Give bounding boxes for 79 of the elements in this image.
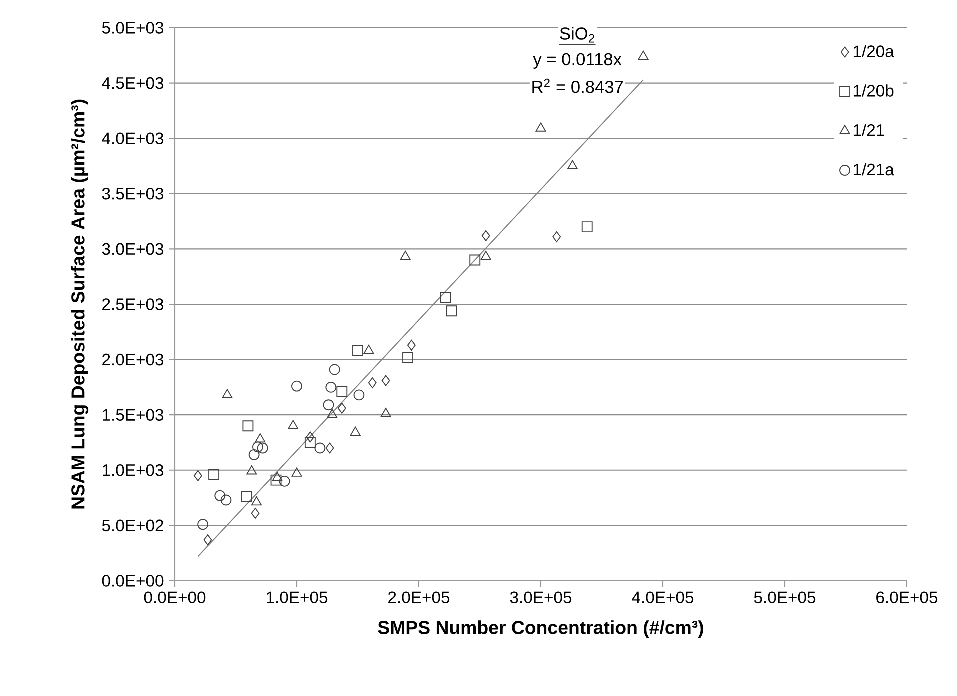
legend-label: 1/20b [854, 84, 894, 97]
y-axis-title: NSAM Lung Deposited Surface Area (µm²/cm³) [71, 100, 89, 509]
point [272, 472, 283, 482]
point [242, 491, 252, 502]
point [194, 470, 202, 482]
point [352, 345, 364, 356]
point [326, 382, 337, 393]
point [552, 232, 562, 242]
y-tick-label: 2.5E+03 [102, 298, 164, 310]
point [326, 442, 334, 454]
x-tick-label: 6.0E+05 [876, 592, 938, 604]
y-tick-label: 4.5E+03 [102, 77, 164, 90]
point [482, 230, 490, 242]
annotation: SiO$_{2}$ [560, 27, 594, 43]
x-tick-label: 1.0E+05 [267, 592, 328, 604]
point [380, 408, 392, 418]
annotation: R$^{2}$ = 0.8437 [532, 78, 624, 94]
point [368, 378, 377, 388]
x-tick-label: 0.0E+00 [144, 592, 206, 604]
point [446, 306, 458, 317]
point [638, 50, 649, 60]
point [314, 442, 326, 454]
point [327, 409, 338, 418]
point [242, 420, 254, 432]
point [582, 222, 593, 233]
point [220, 494, 232, 506]
point [204, 534, 212, 546]
x-tick-label: 4.0E+05 [632, 592, 694, 604]
point [306, 432, 315, 443]
legend-label: 1/20a [854, 45, 894, 58]
point [364, 344, 374, 354]
point [252, 442, 264, 453]
point [288, 420, 299, 430]
point [248, 449, 260, 460]
point [208, 469, 220, 480]
x-tick-label: 2.0E+05 [388, 592, 450, 604]
legend-label: 1/21a [854, 163, 894, 176]
y-tick-label: 3.0E+03 [102, 243, 164, 256]
point [279, 476, 290, 487]
x-tick-label: 3.0E+05 [510, 592, 572, 604]
point [270, 474, 282, 486]
point [323, 400, 334, 411]
point [407, 340, 416, 351]
point [338, 402, 346, 414]
annotation: y = 0.0118x [533, 53, 622, 70]
point [246, 466, 258, 475]
point [255, 433, 266, 443]
point [222, 389, 233, 398]
point [382, 375, 390, 386]
point [304, 437, 316, 448]
point [198, 519, 209, 530]
point [400, 250, 411, 260]
point [480, 250, 492, 260]
y-tick-label: 0.0E+00 [102, 575, 164, 587]
point [336, 386, 348, 398]
point [536, 122, 546, 132]
point [292, 380, 302, 392]
x-tick-label: 5.0E+05 [754, 592, 816, 604]
y-tick-label: 3.5E+03 [102, 188, 164, 200]
legend-label: 1/21 [854, 124, 884, 136]
x-axis-title: SMPS Number Concentration (#/cm³) [378, 620, 704, 638]
point [440, 292, 452, 304]
point [292, 468, 302, 477]
point [470, 254, 481, 266]
point [402, 352, 414, 364]
point [251, 508, 260, 519]
point [350, 426, 361, 436]
y-tick-label: 5.0E+02 [102, 520, 164, 532]
point [329, 364, 340, 376]
y-tick-label: 4.0E+03 [102, 132, 164, 144]
point [257, 442, 268, 454]
point [354, 390, 365, 401]
point [214, 490, 226, 502]
point [252, 496, 262, 506]
y-tick-label: 2.0E+03 [102, 354, 164, 366]
y-tick-label: 1.5E+03 [103, 409, 164, 421]
point [567, 160, 578, 170]
y-tick-label: 5.0E+03 [102, 22, 164, 34]
y-tick-label: 1.0E+03 [103, 464, 164, 476]
